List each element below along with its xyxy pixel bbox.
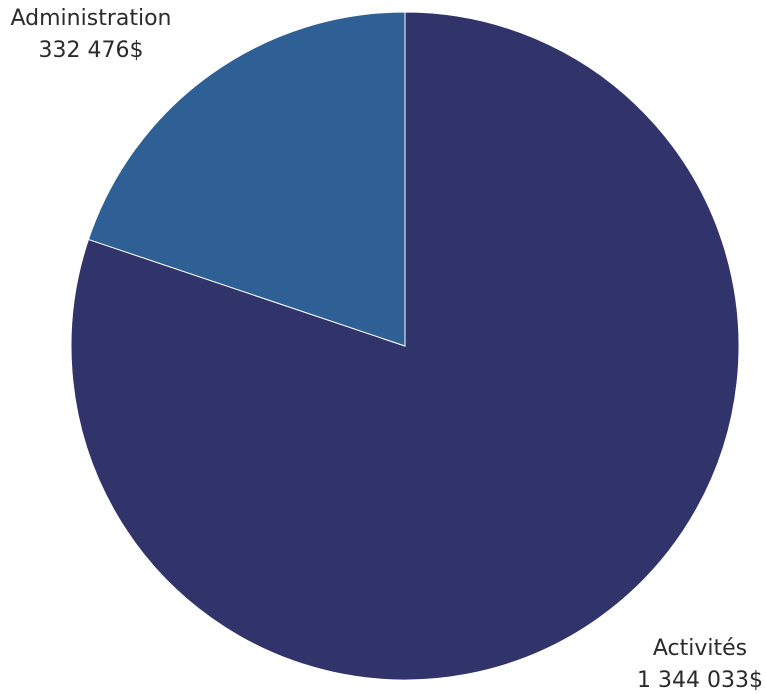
- slice-label-name: Administration: [11, 6, 172, 31]
- slice-labels: Activités 1 344 033$ Administration 332 476…: [11, 6, 763, 693]
- slice-label-value: 332 476$: [39, 38, 144, 63]
- pie-slice-activites: [70, 11, 740, 681]
- slice-label-value: 1 344 033$: [637, 668, 763, 693]
- pie-slice-administration: [87, 11, 406, 347]
- slice-label-name: Activités: [653, 636, 747, 661]
- pie-slices: [70, 11, 740, 681]
